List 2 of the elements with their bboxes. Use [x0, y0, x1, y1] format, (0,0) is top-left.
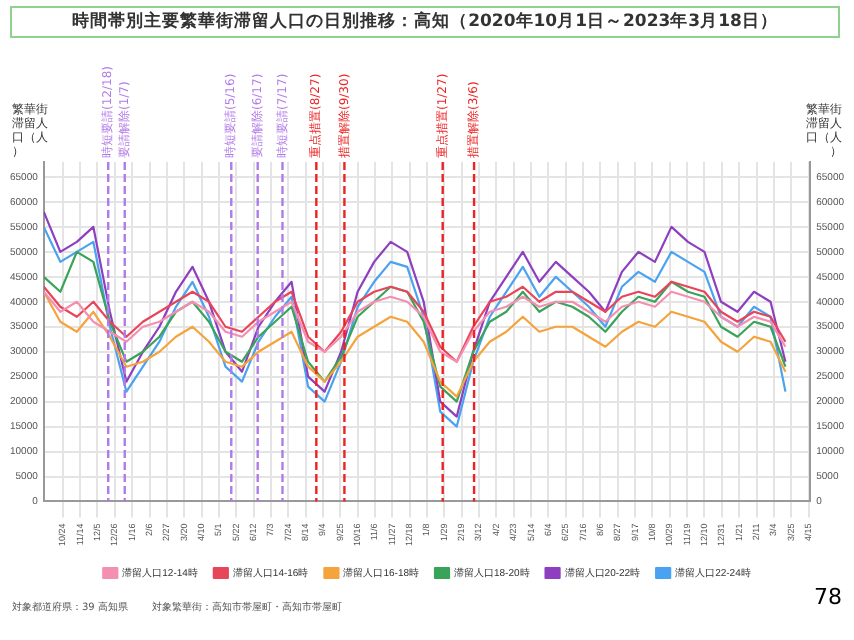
chart-title: 時間帯別主要繁華街滞留人口の日別推移：高知（2020年10月1日～2023年3月18日） — [10, 6, 840, 38]
text: 78 — [814, 584, 842, 610]
